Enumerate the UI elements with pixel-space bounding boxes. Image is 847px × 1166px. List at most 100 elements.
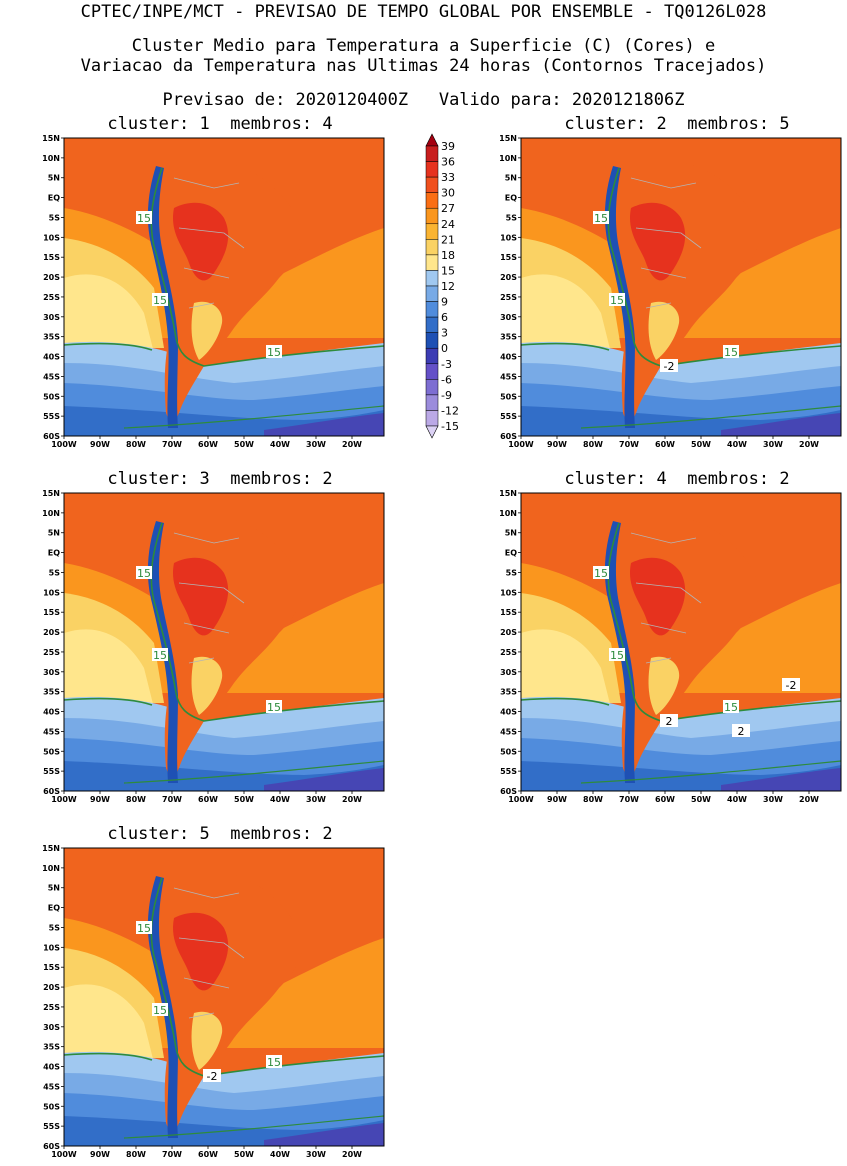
lon-tick-label: 80W: [583, 795, 603, 804]
contour-label-15: 15: [266, 345, 282, 359]
contour-label-change: -2: [782, 678, 800, 692]
lat-tick-label: 40S: [500, 708, 517, 717]
lat-tick-label: 5N: [48, 884, 60, 893]
lat-tick-label: 15S: [500, 253, 517, 262]
lon-tick-label: 20W: [342, 1150, 362, 1159]
lat-tick-label: 50S: [43, 392, 60, 401]
lon-tick-label: 20W: [342, 795, 362, 804]
lat-tick-label: 5S: [49, 568, 61, 577]
lat-tick-label: 60S: [43, 787, 60, 796]
contour-15-west: [64, 1052, 153, 1061]
colorbar-label: -6: [441, 373, 452, 386]
svg-text:15: 15: [153, 649, 167, 662]
lat-tick-label: 20S: [43, 273, 60, 282]
lat-tick-label: 60S: [500, 432, 517, 441]
lon-tick-label: 30W: [306, 1150, 326, 1159]
colorbar-label: -3: [441, 358, 452, 371]
contour-cold: [123, 405, 384, 429]
colorbar-label: -12: [441, 404, 459, 417]
lat-tick-label: 55S: [500, 412, 517, 421]
colorbar-label: 3: [441, 327, 448, 340]
svg-text:15: 15: [594, 567, 608, 580]
lat-tick-label: 35S: [43, 333, 60, 342]
lat-tick-label: 50S: [500, 747, 517, 756]
lat-tick-label: 10S: [43, 233, 60, 242]
lon-tick-label: 20W: [342, 440, 362, 449]
lon-tick-label: 80W: [126, 440, 146, 449]
lat-tick-label: 15S: [43, 253, 60, 262]
lat-tick-label: 40S: [43, 353, 60, 362]
lat-tick-label: 40S: [43, 1063, 60, 1072]
lat-tick-label: 35S: [43, 688, 60, 697]
panel-title-1: cluster: 1 membros: 4: [107, 114, 333, 134]
map-panel-5: 15 15 15 -2 15N 10N 5N EQ 5S 10S 15S 20S 25S 30S 35S 40…: [42, 844, 385, 1159]
panel-title-5: cluster: 5 membros: 2: [107, 824, 333, 844]
contour-label-15: 15: [266, 700, 282, 714]
lon-tick-label: 60W: [198, 795, 218, 804]
colorbar-label: 0: [441, 342, 448, 355]
lat-tick-label: 25S: [500, 648, 517, 657]
lat-tick-label: 45S: [43, 372, 60, 381]
colorbar-swatch: [425, 239, 439, 256]
lat-tick-label: 40S: [43, 708, 60, 717]
lat-tick-label: 5N: [505, 529, 517, 538]
lon-tick-label: 50W: [691, 795, 711, 804]
ocean-pale-west: [64, 274, 154, 353]
map-frame: [520, 492, 842, 792]
lon-tick-label: 30W: [306, 440, 326, 449]
lon-tick-label: 50W: [234, 795, 254, 804]
colorbar-label: 27: [441, 202, 455, 215]
lat-tick-label: 20S: [43, 628, 60, 637]
lat-tick-label: 5S: [506, 568, 518, 577]
lat-tick-label: 50S: [43, 1102, 60, 1111]
colorbar-swatch: [425, 363, 439, 380]
lon-tick-label: 70W: [619, 440, 639, 449]
south-plateau: [191, 1011, 223, 1070]
colorbar-swatch: [425, 285, 439, 302]
hot-core: [629, 202, 686, 281]
lat-tick-label: 5N: [505, 174, 517, 183]
lon-tick-label: 100W: [508, 440, 534, 449]
svg-text:15: 15: [610, 294, 624, 307]
lat-tick-label: 30S: [500, 313, 517, 322]
contour-label-change: -2: [203, 1069, 221, 1083]
south-band-5: [264, 413, 384, 436]
svg-text:-2: -2: [786, 679, 797, 692]
colorbar-swatch: [425, 410, 439, 427]
colorbar-bottom-arrow: [425, 425, 439, 439]
colorbar-swatch: [425, 316, 439, 333]
lon-tick-label: 30W: [306, 795, 326, 804]
colorbar-label: 18: [441, 249, 455, 262]
lat-tick-label: EQ: [48, 549, 60, 558]
lon-tick-label: 30W: [763, 440, 783, 449]
hot-core: [172, 202, 229, 281]
lat-tick-label: 20S: [43, 983, 60, 992]
lon-tick-label: 50W: [691, 440, 711, 449]
lon-tick-label: 80W: [583, 440, 603, 449]
map-panel-2: 15 15 15 -2 15N 10N 5N EQ 5S 10S 15S 20S 25S 30S 35S 40…: [499, 134, 842, 449]
lon-tick-label: 70W: [162, 795, 182, 804]
lon-tick-label: 40W: [727, 795, 747, 804]
lon-tick-label: 100W: [51, 795, 77, 804]
country-borders: [173, 177, 245, 309]
south-band-5: [721, 413, 841, 436]
country-borders: [173, 887, 245, 1019]
lat-tick-label: 10S: [43, 943, 60, 952]
colorbar-label: 39: [441, 140, 455, 153]
lat-tick-label: 25S: [43, 1003, 60, 1012]
svg-text:15: 15: [153, 294, 167, 307]
lat-tick-label: EQ: [505, 549, 517, 558]
lat-tick-label: 45S: [500, 727, 517, 736]
contour-cold: [580, 760, 841, 784]
lat-tick-label: 10N: [42, 154, 60, 163]
lon-tick-label: 90W: [90, 440, 110, 449]
lat-tick-label: EQ: [48, 194, 60, 203]
panel-title-3: cluster: 3 membros: 2: [107, 469, 333, 489]
svg-text:15: 15: [724, 346, 738, 359]
lat-tick-label: 55S: [43, 1122, 60, 1131]
colorbar-label: -15: [441, 420, 459, 433]
lat-tick-label: 15N: [499, 134, 517, 143]
south-plateau: [191, 656, 223, 715]
lat-tick-label: 15N: [42, 134, 60, 143]
colorbar-swatch: [425, 254, 439, 271]
